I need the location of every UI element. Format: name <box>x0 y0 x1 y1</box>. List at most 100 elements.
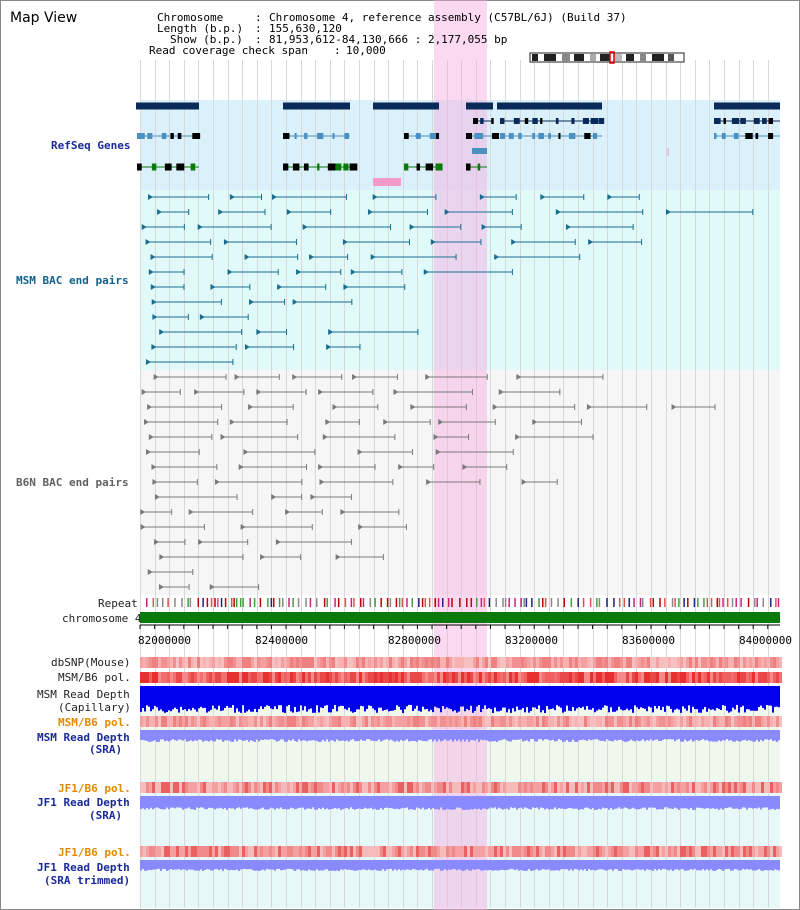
read-depth-bar <box>712 686 714 710</box>
gene-exon <box>343 163 349 171</box>
heatmap-cell <box>557 782 560 793</box>
heatmap-cell <box>224 716 227 727</box>
heatmap-cell <box>578 782 581 793</box>
heatmap-cell <box>569 657 572 668</box>
heatmap-cell <box>329 846 332 857</box>
track-label-msm-bac[interactable]: MSM BAC end pairs <box>16 274 129 287</box>
read-depth-bar <box>662 860 664 869</box>
grid-line <box>636 60 637 908</box>
track-label-refseq[interactable]: RefSeq Genes <box>51 139 131 152</box>
track-label-jf1-read-depth-sra[interactable]: JF1 Read Depth <box>37 796 130 809</box>
read-depth-bar <box>486 686 488 709</box>
heatmap-cell <box>665 657 668 668</box>
heatmap-cell <box>287 846 290 857</box>
read-depth-bar <box>772 796 774 809</box>
heatmap-cell <box>194 657 197 668</box>
track-label-jf1-b6-pol-trimmed[interactable]: JF1/B6 pol. <box>58 846 131 859</box>
read-depth-bar <box>252 686 254 712</box>
read-depth-bar <box>434 796 436 810</box>
read-depth-bar <box>768 860 770 871</box>
heatmap-cell <box>659 782 662 793</box>
read-depth-bar <box>286 730 288 742</box>
read-depth-bar <box>450 860 452 870</box>
read-depth-bar <box>318 686 320 713</box>
read-depth-bar <box>512 686 514 709</box>
track-label-jf1-read-depth-trimmed[interactable]: JF1 Read Depth <box>37 861 130 874</box>
read-depth-bar <box>180 796 182 808</box>
read-depth-bar <box>234 796 236 810</box>
heatmap-cell <box>410 672 413 683</box>
bac-end-marker <box>481 224 487 230</box>
read-depth-bar <box>282 796 284 810</box>
heatmap-cell <box>674 782 677 793</box>
heatmap-cell <box>359 846 362 857</box>
heatmap-cell <box>605 782 608 793</box>
read-depth-bar <box>602 796 604 808</box>
read-depth-bar <box>710 796 712 809</box>
read-depth-bar <box>218 796 220 809</box>
read-depth-bar <box>760 730 762 740</box>
read-depth-bar <box>354 730 356 741</box>
heatmap-cell <box>236 716 239 727</box>
heatmap-cell <box>176 657 179 668</box>
track-label-msm-read-depth-sra[interactable]: MSM Read Depth <box>37 731 130 744</box>
grid-line <box>490 60 491 908</box>
read-depth-bar <box>666 860 668 870</box>
read-depth-bar <box>260 730 262 740</box>
repeat-mark <box>214 598 216 607</box>
heatmap-cell <box>161 672 164 683</box>
read-depth-bar <box>498 796 500 808</box>
heatmap-cell <box>401 846 404 857</box>
heatmap-cell <box>770 672 773 683</box>
read-depth-bar <box>350 860 352 871</box>
track-label-msm-read-depth-capillary[interactable]: MSM Read Depth <box>37 688 130 701</box>
read-depth-bar <box>734 730 736 742</box>
read-depth-bar <box>566 796 568 809</box>
heatmap-cell <box>551 657 554 668</box>
grid-line <box>359 60 360 908</box>
heatmap-cell <box>524 716 527 727</box>
heatmap-cell <box>683 657 686 668</box>
heatmap-cell <box>404 846 407 857</box>
read-depth-bar <box>642 796 644 808</box>
heatmap-cell <box>305 716 308 727</box>
read-depth-bar <box>164 686 166 713</box>
heatmap-cell <box>164 672 167 683</box>
read-depth-bar <box>436 796 438 810</box>
heatmap-cell <box>635 657 638 668</box>
heatmap-cell <box>449 672 452 683</box>
read-depth-bar <box>760 686 762 706</box>
heatmap-cell <box>749 672 752 683</box>
read-depth-bar <box>420 686 422 712</box>
heatmap-cell <box>764 672 767 683</box>
read-depth-bar <box>466 860 468 870</box>
read-depth-bar <box>152 686 154 710</box>
track-label-msm-b6-pol[interactable]: MSM/B6 pol. <box>58 671 131 684</box>
heatmap-cell <box>386 657 389 668</box>
read-depth-bar <box>154 686 156 706</box>
heatmap-cell <box>257 672 260 683</box>
gene-block <box>497 102 602 110</box>
heatmap-cell <box>542 672 545 683</box>
heatmap-cell <box>407 657 410 668</box>
heatmap-cell <box>323 716 326 727</box>
track-label-msm-b6-pol-sra[interactable]: MSM/B6 pol. <box>58 716 131 729</box>
read-depth-bar <box>412 796 414 810</box>
heatmap-cell <box>611 716 614 727</box>
track-label-dbsnp[interactable]: dbSNP(Mouse) <box>51 656 131 669</box>
heatmap-cell <box>548 657 551 668</box>
bac-end-marker <box>229 419 235 425</box>
heatmap-cell <box>497 672 500 683</box>
read-depth-bar <box>310 730 312 741</box>
read-depth-bar <box>676 686 678 709</box>
read-depth-bar <box>530 860 532 871</box>
read-depth-bar <box>644 686 646 709</box>
read-depth-bar <box>578 686 580 708</box>
read-depth-bar <box>164 796 166 810</box>
track-label-b6n-bac[interactable]: B6N BAC end pairs <box>16 476 129 489</box>
read-depth-bar <box>196 860 198 871</box>
heatmap-cell <box>440 672 443 683</box>
track-label-jf1-b6-pol[interactable]: JF1/B6 pol. <box>58 782 131 795</box>
read-depth-bar <box>516 730 518 740</box>
